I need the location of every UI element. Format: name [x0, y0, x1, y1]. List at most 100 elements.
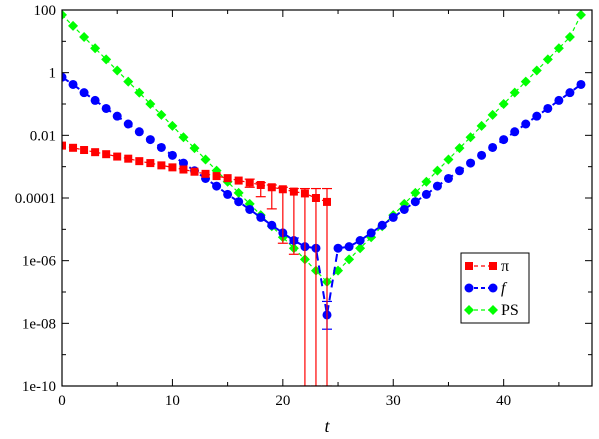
series-f-point-31	[399, 204, 409, 214]
legend-item-pi: π	[465, 258, 509, 275]
series-f-point-47	[576, 79, 586, 89]
series-pi-errbar-2	[266, 184, 277, 210]
series-ps-point-4	[101, 54, 112, 65]
series-f-point-5	[112, 111, 122, 121]
series-ps-point-1	[68, 20, 79, 31]
series-ps-point-3	[90, 43, 101, 54]
series-f-point-44	[543, 103, 553, 113]
legend-marker-f-a	[464, 283, 474, 293]
legend-marker-pi-b	[489, 262, 497, 270]
series-ps-point-2	[79, 32, 90, 43]
series-f-point-16	[234, 197, 244, 207]
y-tick-label: 1	[49, 66, 57, 82]
series-f-point-29	[377, 220, 387, 230]
series-f-point-39	[488, 142, 498, 152]
series-pi-errbar-0	[244, 178, 255, 188]
series-f-point-15	[223, 189, 233, 199]
series-ps-point-35	[443, 154, 454, 165]
series-ps-point-46	[564, 32, 575, 43]
series-ps-point-0	[62, 10, 67, 20]
legend-label-f: f	[501, 280, 508, 297]
series-pi-point-2	[80, 146, 89, 155]
legend-item-f: f	[464, 280, 508, 297]
series-f-point-33	[421, 189, 431, 199]
series-f-point-19	[267, 220, 277, 230]
series-ps-point-5	[112, 65, 123, 76]
series-f-point-37	[466, 158, 476, 168]
series-f-point-36	[455, 166, 464, 176]
legend-item-ps: PS	[464, 302, 519, 319]
x-tick-label: 10	[165, 393, 180, 409]
series-f-point-14	[212, 181, 222, 191]
y-tick-label: 1e-10	[22, 379, 56, 395]
series-ps-point-7	[134, 87, 145, 98]
series-f-point-2	[79, 88, 89, 98]
series-f-point-17	[245, 204, 255, 214]
x-tick-label: 40	[496, 393, 511, 409]
x-tick-label: 30	[386, 393, 401, 409]
series-f-point-25	[333, 243, 343, 253]
series-pi-point-11	[179, 165, 188, 174]
series-ps-point-8	[145, 99, 156, 109]
series-pi-point-6	[124, 154, 133, 163]
series-f-point-30	[388, 212, 398, 222]
series-f-point-38	[477, 150, 487, 160]
legend-marker-ps-a	[464, 305, 474, 315]
series-pi-point-9	[157, 161, 166, 170]
series-ps-line	[62, 14, 582, 283]
series-pi-point-8	[146, 159, 155, 168]
series-f-point-3	[90, 95, 100, 105]
series-f-point-35	[443, 173, 453, 183]
series-f-point-45	[554, 95, 564, 105]
series-pi-errbar-3	[277, 186, 288, 244]
series-ps-point-27	[355, 243, 366, 254]
legend-marker-pi-a	[465, 262, 473, 270]
series-ps-point-34	[432, 165, 443, 176]
series-pi-errbar-pt-22	[299, 187, 310, 386]
series-pi-point-5	[113, 152, 122, 161]
legend-marker-f-b	[488, 283, 498, 293]
x-tick-label: 20	[275, 393, 290, 409]
series-pi-point-14	[212, 172, 221, 181]
series-ps-point-37	[465, 132, 476, 143]
series-f-point-43	[532, 111, 542, 121]
series-pi-point-10	[168, 163, 177, 172]
series-ps-point-44	[542, 54, 553, 65]
series-ps-point-33	[421, 176, 432, 187]
series-ps-point-38	[476, 120, 487, 131]
series-pi-point-0	[62, 141, 66, 150]
series-ps-point-40	[498, 99, 509, 109]
series-f-point-7	[134, 127, 144, 137]
series-f-point-10	[167, 150, 177, 160]
series-f	[62, 72, 586, 320]
y-tick-label: 0.01	[30, 128, 56, 144]
series-ps-point-47	[575, 10, 586, 20]
series-f-point-6	[123, 119, 133, 129]
series-f-point-8	[145, 135, 155, 145]
legend-label-ps: PS	[501, 302, 519, 319]
series-ps-point-32	[410, 187, 421, 198]
series-pi-errbar-pt-24	[322, 187, 332, 386]
x-tick-label: 0	[58, 393, 66, 409]
series-f-point-41	[510, 127, 520, 137]
series-ps-point-16	[233, 187, 244, 198]
series-ps-point-6	[123, 76, 134, 87]
series-f-point-4	[101, 103, 111, 113]
series-pi-errbar-pt-23	[310, 187, 321, 386]
series-ps-point-45	[553, 43, 564, 54]
series-f-point-0	[62, 72, 67, 82]
series-pi-point-1	[69, 143, 78, 152]
series-f-point-9	[156, 142, 166, 152]
y-tick-label: 100	[34, 3, 57, 19]
series-ps-point-11	[178, 132, 189, 143]
series-ps	[62, 10, 586, 287]
series-ps-point-26	[344, 254, 355, 265]
series-f-point-18	[256, 212, 266, 222]
series-f-point-27	[355, 236, 365, 246]
x-axis-title: t	[324, 416, 330, 436]
series-f-point-1	[68, 79, 78, 89]
series-f-point-32	[410, 197, 420, 207]
series-f-point-46	[565, 88, 575, 98]
y-tick-label: 1e-06	[22, 254, 57, 270]
